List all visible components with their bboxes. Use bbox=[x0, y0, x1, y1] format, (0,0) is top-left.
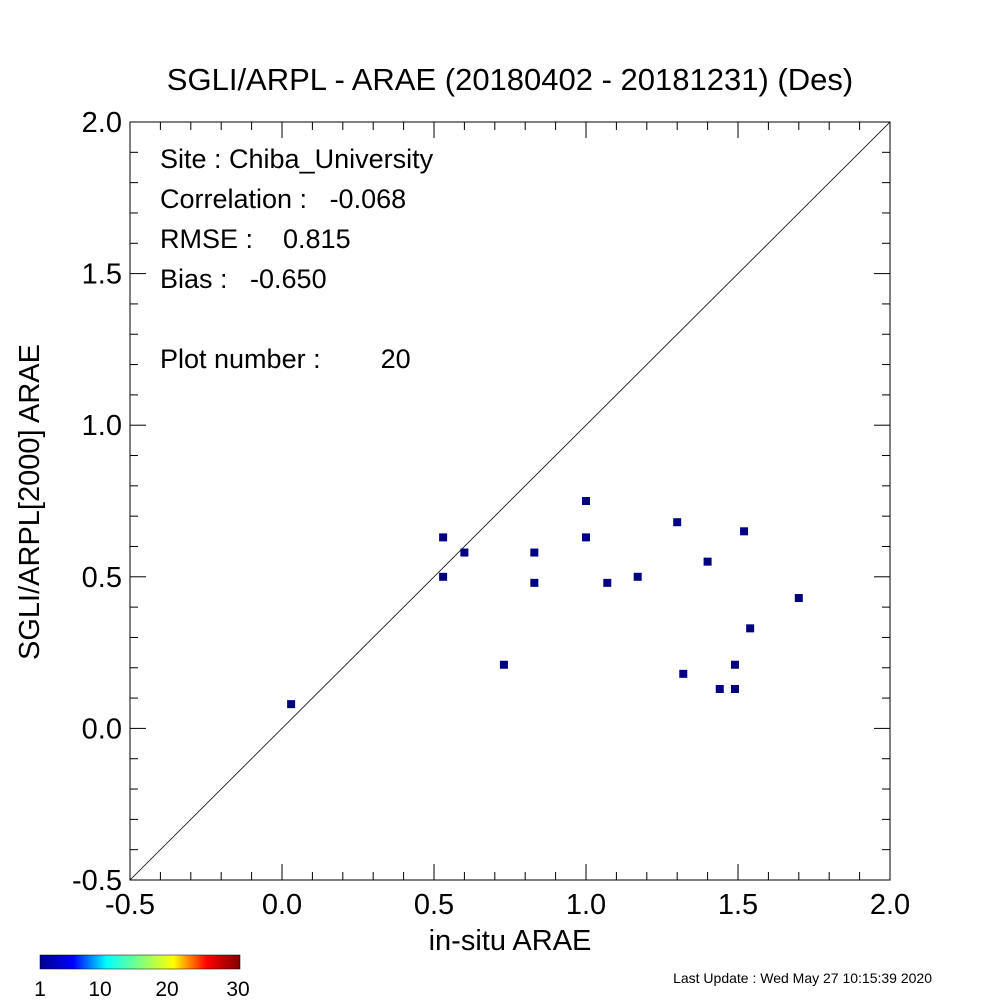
last-update-text: Last Update : Wed May 27 10:15:39 2020 bbox=[673, 970, 932, 986]
data-point bbox=[794, 594, 803, 603]
stat-line: RMSE : 0.815 bbox=[160, 224, 351, 254]
y-axis-label: SGLI/ARPL[2000] ARAE bbox=[14, 344, 46, 660]
data-point bbox=[439, 533, 448, 542]
stat-line: Correlation : -0.068 bbox=[160, 184, 406, 214]
data-point bbox=[715, 684, 724, 693]
x-tick-label: 1.0 bbox=[566, 889, 606, 921]
y-tick-label: 0.5 bbox=[82, 562, 122, 594]
colorbar-tick-label: 20 bbox=[155, 978, 178, 1000]
x-tick-label: 0.5 bbox=[414, 889, 454, 921]
data-point bbox=[460, 548, 469, 557]
data-point bbox=[740, 527, 749, 536]
x-tick-label: 0.0 bbox=[262, 889, 302, 921]
colorbar: 1 10 20 30 bbox=[34, 954, 250, 1000]
data-point bbox=[703, 557, 712, 566]
x-axis-label: in-situ ARAE bbox=[429, 925, 592, 957]
data-point bbox=[582, 533, 590, 542]
data-point bbox=[673, 518, 682, 527]
data-point bbox=[499, 660, 508, 669]
y-tick-label: 1.0 bbox=[82, 410, 122, 442]
colorbar-tick-label: 10 bbox=[88, 978, 111, 1000]
one-to-one-line bbox=[129, 121, 891, 881]
data-point bbox=[439, 572, 448, 581]
data-point bbox=[730, 684, 739, 693]
data-point bbox=[287, 700, 296, 709]
data-point bbox=[730, 660, 739, 669]
stat-line: Bias : -0.650 bbox=[160, 264, 327, 294]
data-point bbox=[530, 548, 539, 557]
colorbar-tick-label: 1 bbox=[34, 978, 46, 1000]
colorbar-strip bbox=[39, 954, 241, 970]
x-tick-label: -0.5 bbox=[105, 889, 155, 921]
x-tick-label: 2.0 bbox=[870, 889, 910, 921]
axis-ticks bbox=[129, 121, 891, 881]
y-tick-label: -0.5 bbox=[72, 865, 122, 897]
y-tick-label: 2.0 bbox=[82, 107, 122, 139]
data-point bbox=[633, 572, 642, 581]
x-tick-label: 1.5 bbox=[718, 889, 758, 921]
stats-box: Site : Chiba_University Correlation : -0.… bbox=[160, 144, 434, 374]
stat-line: Site : Chiba_University bbox=[160, 144, 434, 174]
data-point bbox=[679, 669, 688, 678]
plot-frame bbox=[129, 121, 891, 881]
y-tick-label: 0.0 bbox=[82, 713, 122, 745]
y-tick-label: 1.5 bbox=[82, 259, 122, 291]
data-point bbox=[603, 578, 612, 587]
data-points bbox=[287, 497, 803, 709]
data-point bbox=[746, 624, 755, 633]
stat-line: Plot number : 20 bbox=[160, 344, 411, 374]
data-point bbox=[582, 497, 590, 505]
data-point bbox=[530, 578, 539, 587]
chart-title: SGLI/ARPL - ARAE (20180402 - 20181231) (… bbox=[167, 62, 853, 97]
plot-area: -0.5 0.0 0.5 1.0 1.5 2.0 -0.5 0.0 0.5 1.0 1.5 2.0 bbox=[72, 107, 910, 921]
colorbar-tick-label: 30 bbox=[226, 978, 249, 1000]
